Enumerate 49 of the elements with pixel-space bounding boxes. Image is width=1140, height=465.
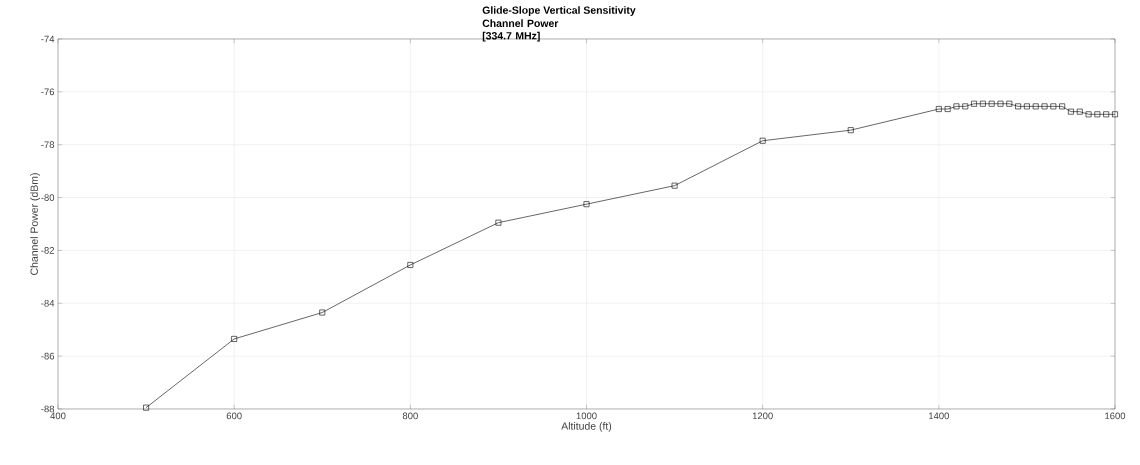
- point: [935, 106, 942, 112]
- x-axis-title: Altitude (ft): [561, 422, 612, 432]
- x-tick-label: 1600: [1105, 412, 1126, 420]
- y-tick-label: -80: [41, 194, 55, 201]
- y-tick-label: -82: [41, 247, 55, 254]
- y-tick-label: -84: [41, 299, 55, 307]
- x-tick-label: 1400: [929, 412, 949, 420]
- point: [971, 100, 977, 107]
- point: [1112, 111, 1118, 118]
- x-tick-label: 1000: [576, 412, 597, 420]
- point: [1059, 103, 1066, 110]
- y-tick-label: -74: [41, 35, 55, 43]
- point: [231, 336, 238, 342]
- point: [847, 127, 854, 134]
- point: [997, 100, 1004, 107]
- y-axis-title: Channel Power (dBm): [30, 173, 40, 275]
- point: [1050, 103, 1057, 110]
- x-tick-label: 600: [226, 412, 242, 420]
- point: [1032, 103, 1039, 110]
- point: [1024, 103, 1030, 110]
- y-tick-label: -88: [41, 405, 55, 413]
- chart-title: Glide-Slope Vertical Sensitivity: [482, 6, 636, 16]
- point: [671, 182, 678, 189]
- x-tick-label: 800: [402, 412, 418, 420]
- point: [944, 106, 951, 112]
- point: [407, 262, 414, 268]
- y-tick-label: -78: [41, 141, 55, 149]
- point: [979, 100, 986, 107]
- point: [143, 404, 149, 411]
- point: [1094, 111, 1101, 118]
- x-tick-label: 1200: [752, 412, 773, 420]
- point: [953, 103, 960, 110]
- y-tick-label: -76: [41, 88, 55, 96]
- point: [962, 103, 969, 110]
- point: [1085, 111, 1092, 118]
- point: [1015, 103, 1022, 110]
- point: [1041, 103, 1048, 110]
- point: [495, 219, 502, 226]
- point: [583, 201, 590, 208]
- point: [1006, 100, 1013, 107]
- y-tick-label: -86: [41, 352, 55, 360]
- point: [1068, 108, 1074, 115]
- point: [1103, 111, 1110, 118]
- point: [759, 137, 766, 144]
- x-tick-label: 400: [50, 412, 66, 420]
- point: [319, 309, 326, 316]
- point: [988, 100, 995, 107]
- point: [1076, 108, 1083, 115]
- chart-subtitle: Channel Power [334.7 MHz]: [482, 19, 559, 42]
